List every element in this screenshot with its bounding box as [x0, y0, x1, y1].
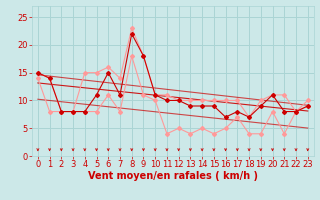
X-axis label: Vent moyen/en rafales ( km/h ): Vent moyen/en rafales ( km/h ): [88, 171, 258, 181]
